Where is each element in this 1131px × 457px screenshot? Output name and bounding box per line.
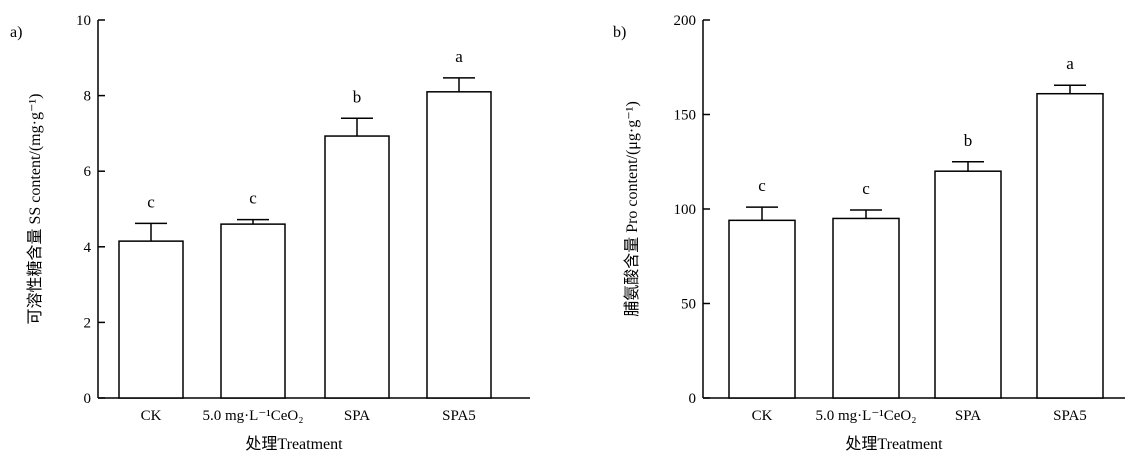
bar [324,135,390,399]
y-tick-label: 0 [84,391,92,407]
significance-label: c [249,189,257,208]
category-label: CK [752,408,773,424]
bar [832,217,900,399]
significance-label: b [964,131,973,150]
category-label: SPA5 [442,408,476,424]
y-tick-label: 10 [76,13,91,29]
significance-label: a [455,47,463,66]
category-label: SPA [344,408,370,424]
chart-panel-b: 0 50 100 150 200 c CK c 5.0 mg·L⁻¹CeO₂ b SPA a SPA5 b… [613,13,1125,453]
bar [426,91,492,399]
significance-label: c [862,179,870,198]
category-label: CK [141,408,162,424]
y-tick-label: 50 [681,297,696,313]
bar [220,223,286,399]
y-tick-label: 200 [674,13,697,29]
chart-panel-a: 0 2 4 6 8 10 c CK c 5.0 mg·L⁻¹CeO₂ b SPA a SPA5 a) 处理Tr… [10,13,530,453]
y-tick-label: 8 [84,89,92,105]
y-tick-label: 6 [84,164,92,180]
y-axis-title: 脯氨酸含量 Pro content/(μg·g⁻¹) [623,101,641,317]
panel-label: a) [10,24,22,41]
x-axis-title: 处理Treatment [845,435,943,453]
y-tick-label: 4 [84,240,92,256]
bar [934,170,1002,399]
x-axis-title: 处理Treatment [245,435,343,453]
significance-label: c [147,192,155,211]
significance-label: b [353,87,362,106]
bar [118,240,184,399]
y-tick-label: 2 [84,315,92,331]
category-label: 5.0 mg·L⁻¹CeO₂ [816,408,917,424]
category-label: SPA5 [1053,408,1087,424]
y-tick-label: 150 [674,108,697,124]
y-tick-label: 100 [674,202,697,218]
y-axis-title: 可溶性糖含量 SS content/(mg·g⁻¹) [26,93,44,324]
significance-label: c [758,176,766,195]
panel-label: b) [613,24,626,41]
y-tick-label: 0 [689,391,697,407]
category-label: 5.0 mg·L⁻¹CeO₂ [203,408,304,424]
bar [728,219,796,399]
significance-label: a [1066,54,1074,73]
bar [1036,92,1104,399]
category-label: SPA [955,408,981,424]
